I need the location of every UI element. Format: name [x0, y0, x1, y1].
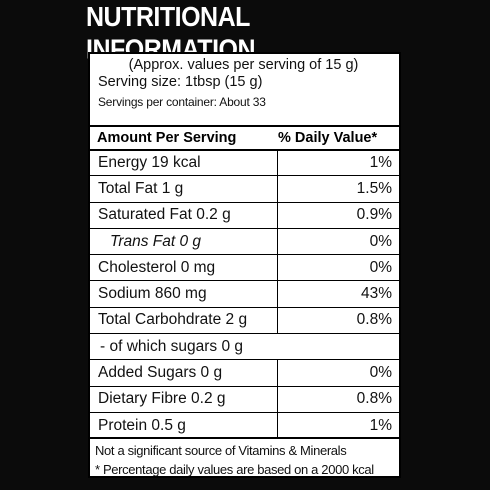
nutrient-name: Sodium 860 mg [90, 281, 278, 307]
nutrient-row-total-carbohydrate: Total Carbohdrate 2 g 0.8% [90, 307, 399, 335]
nutrient-daily-value: 1.5% [356, 179, 392, 197]
nutrient-row-dietary-fibre: Dietary Fibre 0.2 g 0.8% [90, 386, 399, 413]
column-header: Amount Per Serving % Daily Value* [90, 125, 399, 151]
nutrient-daily-value: 0% [369, 258, 392, 276]
daily-values-footnote: * Percentage daily values are based on a… [95, 462, 374, 477]
nutrient-daily-value: 1% [369, 153, 392, 171]
nutrient-daily-value: 0% [369, 364, 392, 382]
nutrient-name: Total Carbohdrate 2 g [90, 307, 278, 334]
nutrient-row-total-fat: Total Fat 1 g 1.5% [90, 176, 399, 203]
nutrient-daily-value: 0.9% [356, 206, 392, 224]
daily-value-header: % Daily Value* [278, 130, 378, 146]
nutrient-row-cholesterol: Cholesterol 0 mg 0% [90, 255, 399, 282]
serving-size-text: Serving size: 1tbsp (15 g) [98, 74, 263, 90]
footnotes: Not a significant source of Vitamins & M… [90, 437, 399, 477]
nutrient-row-saturated-fat: Saturated Fat 0.2 g 0.9% [90, 202, 399, 229]
nutrient-row-protein: Protein 0.5 g 1% [90, 412, 399, 440]
nutrient-name: Dietary Fibre 0.2 g [90, 386, 278, 412]
servings-per-container-text: Servings per container: About 33 [98, 95, 266, 109]
label-title: NUTRITIONAL INFORMATION [86, 1, 256, 66]
nutrient-daily-value: 43% [360, 285, 392, 303]
nutrient-name: Added Sugars 0 g [90, 360, 278, 386]
nutrient-name: Total Fat 1 g [90, 176, 278, 202]
nutrient-name: Protein 0.5 g [90, 412, 278, 439]
nutrient-name: Trans Fat 0 g [90, 228, 278, 255]
nutrient-daily-value: 0.8% [356, 311, 392, 329]
nutrient-name: Energy 19 kcal [90, 150, 278, 176]
vitamins-footnote: Not a significant source of Vitamins & M… [95, 443, 347, 458]
nutrition-panel: (Approx. values per serving of 15 g) Ser… [88, 52, 401, 478]
nutrient-name: Cholesterol 0 mg [90, 255, 278, 281]
nutrient-name: - of which sugars 0 g [100, 337, 244, 355]
nutrient-daily-value: 0.8% [356, 390, 392, 408]
serving-info: (Approx. values per serving of 15 g) Ser… [90, 54, 399, 113]
nutrient-daily-value: 1% [369, 416, 392, 434]
nutrient-row-energy: Energy 19 kcal 1% [90, 150, 399, 177]
amount-per-serving-header: Amount Per Serving [97, 130, 237, 146]
nutrient-daily-value: 0% [369, 232, 392, 250]
approx-values-text: (Approx. values per serving of 15 g) [128, 57, 359, 73]
nutrient-name: Saturated Fat 0.2 g [90, 202, 278, 228]
nutrient-row-sodium: Sodium 860 mg 43% [90, 281, 399, 308]
nutrient-rows: Energy 19 kcal 1% Total Fat 1 g 1.5% Sat… [90, 150, 399, 440]
nutrient-row-trans-fat: Trans Fat 0 g 0% [90, 228, 399, 256]
nutrient-row-sugars: - of which sugars 0 g [90, 334, 399, 361]
nutrient-row-added-sugars: Added Sugars 0 g 0% [90, 360, 399, 387]
